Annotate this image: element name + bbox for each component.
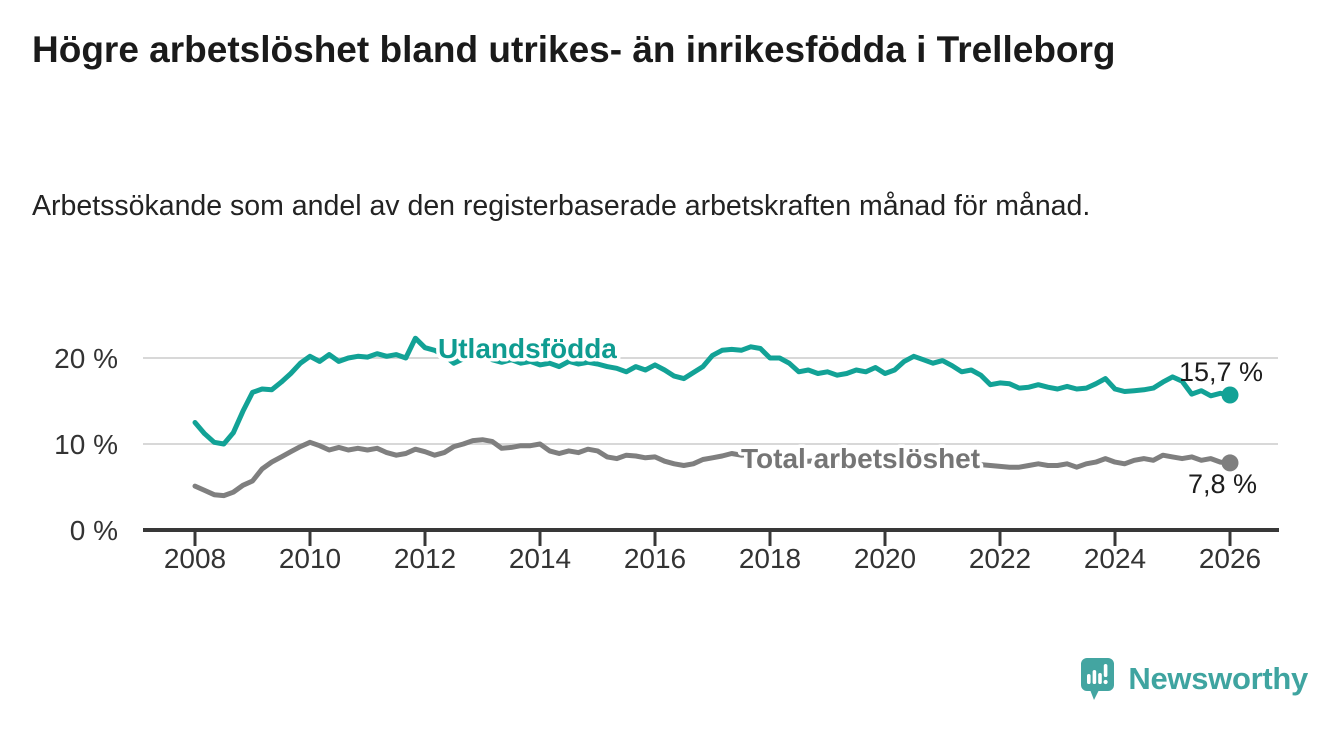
y-axis-tick-label: 10 % bbox=[54, 429, 118, 460]
series-end-dot-total bbox=[1221, 454, 1239, 472]
series-end-dot-utlandsfodda bbox=[1221, 386, 1239, 404]
x-axis-tick-label: 2008 bbox=[164, 543, 226, 574]
logo-mark-icon bbox=[1081, 658, 1115, 700]
x-axis-tick-label: 2020 bbox=[854, 543, 916, 574]
x-axis-tick-label: 2012 bbox=[394, 543, 456, 574]
x-axis-tick-label: 2026 bbox=[1199, 543, 1261, 574]
logo-text: Newsworthy bbox=[1128, 661, 1308, 696]
series-line-total bbox=[192, 437, 1233, 499]
x-axis-tick-label: 2010 bbox=[279, 543, 341, 574]
newsworthy-logo[interactable]: Newsworthy bbox=[1080, 654, 1308, 704]
series-label-total: Total arbetslöshet bbox=[741, 443, 980, 474]
x-axis-tick-label: 2024 bbox=[1084, 543, 1146, 574]
series-line-utlandsfodda bbox=[192, 335, 1233, 447]
x-axis-tick-label: 2016 bbox=[624, 543, 686, 574]
chart-title: Högre arbetslöshet bland utrikes- än inr… bbox=[32, 29, 1116, 70]
y-axis-tick-label: 0 % bbox=[70, 515, 118, 546]
x-axis-tick-label: 2018 bbox=[739, 543, 801, 574]
series-end-value-label: 15,7 % bbox=[1179, 357, 1263, 387]
x-axis-tick-label: 2014 bbox=[509, 543, 571, 574]
series-end-value-label: 7,8 % bbox=[1188, 469, 1257, 499]
series-label-utlandsfodda: Utlandsfödda bbox=[438, 333, 617, 364]
y-axis-tick-label: 20 % bbox=[54, 343, 118, 374]
speech-bubble-shape bbox=[1081, 658, 1115, 700]
x-axis-tick-label: 2022 bbox=[969, 543, 1031, 574]
chart-subtitle: Arbetssökande som andel av den registerb… bbox=[32, 190, 1091, 222]
